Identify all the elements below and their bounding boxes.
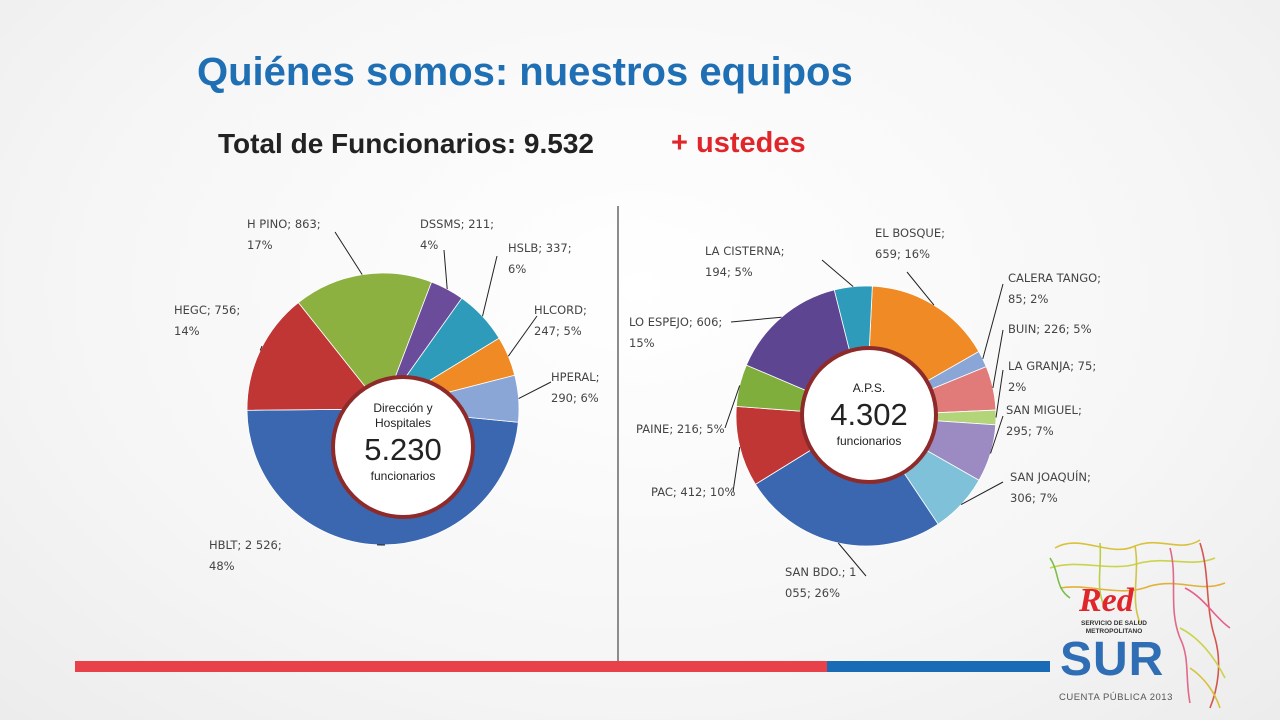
slice-label-line: 2% bbox=[1008, 380, 1026, 394]
slice-label-line: 6% bbox=[508, 262, 526, 276]
aps-center-value: 4.302 bbox=[830, 397, 908, 432]
slice-label-line: SAN JOAQUÍN; bbox=[1010, 469, 1091, 484]
leader-line bbox=[730, 316, 782, 323]
map-logo-icon bbox=[1049, 539, 1231, 709]
aps-center-unit: funcionarios bbox=[836, 434, 902, 448]
slice-label: HPERAL; 290; 6% bbox=[551, 370, 600, 405]
slice-label-line: H PINO; 863; bbox=[247, 217, 321, 231]
pie-slice-h-pino bbox=[297, 272, 433, 410]
leader-line bbox=[724, 385, 741, 429]
slice-label: SAN JOAQUÍN; 306; 7% bbox=[1010, 469, 1091, 505]
leader-line bbox=[507, 315, 538, 357]
leader-line bbox=[992, 329, 1004, 388]
slice-label-line: LA GRANJA; 75; bbox=[1008, 359, 1096, 373]
leader-line bbox=[518, 381, 552, 400]
slice-label: LA CISTERNA; 194; 5% bbox=[705, 244, 785, 279]
divider-line bbox=[617, 206, 619, 672]
slice-label-line: 85; 2% bbox=[1008, 292, 1048, 306]
slice-label: PAC; 412; 10% bbox=[651, 485, 736, 499]
slice-label: LA GRANJA; 75; 2% bbox=[1008, 359, 1096, 394]
slice-label: CALERA TANGO; 85; 2% bbox=[1008, 271, 1101, 306]
slice-label: LO ESPEJO; 606; 15% bbox=[629, 315, 722, 350]
slice-label-line: SAN BDO.; 1 bbox=[785, 565, 856, 579]
leader-line bbox=[995, 369, 1004, 418]
slice-label: SAN MIGUEL; 295; 7% bbox=[1006, 403, 1082, 438]
slice-label-line: BUIN; 226; 5% bbox=[1008, 322, 1092, 336]
hospitals-center-line1: Dirección y bbox=[373, 401, 433, 415]
slice-label: BUIN; 226; 5% bbox=[1008, 322, 1092, 336]
hospitals-total-badge: Dirección y Hospitales 5.230 funcionario… bbox=[331, 375, 475, 519]
slice-label-line: HSLB; 337; bbox=[508, 241, 572, 255]
logo-caption: CUENTA PÚBLICA 2013 bbox=[1059, 692, 1173, 703]
leader-line bbox=[906, 271, 935, 306]
leader-line bbox=[821, 259, 854, 287]
plus-you-text: + ustedes bbox=[671, 127, 806, 159]
footer-bar-red bbox=[75, 661, 827, 672]
logo-red-text: Red bbox=[1079, 582, 1134, 619]
slice-label-line: SAN MIGUEL; bbox=[1006, 403, 1082, 417]
slice-label-line: 15% bbox=[629, 336, 655, 350]
leader-line bbox=[982, 283, 1004, 360]
slice-label-line: HLCORD; bbox=[534, 303, 587, 317]
slice-label-line: LO ESPEJO; 606; bbox=[629, 315, 722, 329]
slice-label-line: 14% bbox=[174, 324, 200, 338]
page-title: Quiénes somos: nuestros equipos bbox=[197, 50, 853, 94]
slice-label: H PINO; 863; 17% bbox=[247, 217, 321, 252]
leader-line bbox=[482, 255, 498, 317]
slice-label-line: HPERAL; bbox=[551, 370, 600, 384]
slice-label-line: 4% bbox=[420, 238, 438, 252]
slice-label-line: 659; 16% bbox=[875, 247, 930, 261]
slice-label: SAN BDO.; 1 055; 26% bbox=[785, 565, 856, 600]
hospitals-center-value: 5.230 bbox=[364, 432, 442, 467]
slice-label-line: EL BOSQUE; bbox=[875, 226, 945, 240]
slice-label-line: 295; 7% bbox=[1006, 424, 1054, 438]
footer-bar-blue bbox=[827, 661, 1050, 672]
slice-label: EL BOSQUE; 659; 16% bbox=[875, 226, 945, 261]
slice-label-line: 306; 7% bbox=[1010, 491, 1058, 505]
slice-label-line: CALERA TANGO; bbox=[1008, 271, 1101, 285]
slice-label: HBLT; 2 526; 48% bbox=[209, 538, 282, 573]
slice-label-line: 17% bbox=[247, 238, 273, 252]
slice-label-line: HBLT; 2 526; bbox=[209, 538, 282, 552]
slice-label-line: 247; 5% bbox=[534, 324, 582, 338]
slice-label: HSLB; 337; 6% bbox=[508, 241, 572, 276]
logo-tagline: SERVICIO DE SALUD METROPOLITANO bbox=[1081, 620, 1147, 635]
leader-line bbox=[990, 415, 1004, 454]
slice-label-line: 055; 26% bbox=[785, 586, 840, 600]
leader-line bbox=[837, 542, 867, 577]
leader-line bbox=[443, 249, 448, 290]
slice-label: PAINE; 216; 5% bbox=[636, 422, 725, 436]
logo-sur-text: SUR bbox=[1060, 633, 1165, 686]
slice-label-line: DSSMS; 211; bbox=[420, 217, 494, 231]
hospitals-center-line2: Hospitales bbox=[374, 416, 432, 430]
leader-line bbox=[732, 446, 741, 493]
slice-label-line: PAC; 412; 10% bbox=[651, 485, 736, 499]
slice-label-line: 290; 6% bbox=[551, 391, 599, 405]
aps-center-line1: A.P.S. bbox=[852, 381, 886, 395]
slice-label: DSSMS; 211; 4% bbox=[420, 217, 494, 252]
aps-total-badge: A.P.S. 4.302 funcionarios bbox=[800, 346, 938, 484]
slice-label-line: 48% bbox=[209, 559, 235, 573]
leader-line bbox=[259, 345, 263, 351]
slice-label: HLCORD; 247; 5% bbox=[534, 303, 587, 338]
slice-label-line: HEGC; 756; bbox=[174, 303, 240, 317]
slice-label: HEGC; 756; 14% bbox=[174, 303, 240, 338]
slice-label-line: LA CISTERNA; bbox=[705, 244, 785, 258]
slice-label-line: 194; 5% bbox=[705, 265, 753, 279]
hospitals-center-unit: funcionarios bbox=[370, 469, 436, 483]
leader-line bbox=[960, 481, 1004, 506]
leader-line bbox=[334, 231, 363, 275]
total-staff-heading: Total de Funcionarios: 9.532 bbox=[218, 128, 595, 159]
slice-label-line: PAINE; 216; 5% bbox=[636, 422, 725, 436]
